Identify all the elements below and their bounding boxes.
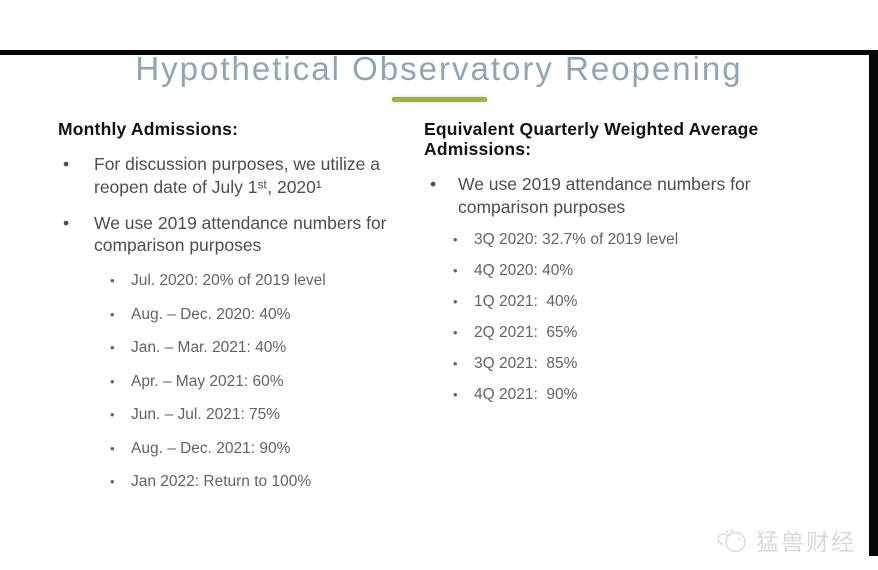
slide-title: Hypothetical Observatory Reopening	[135, 50, 743, 87]
bullet-item: For discussion purposes, we utilize a re…	[58, 153, 424, 198]
left-sub-bullet-list: Jul. 2020: 20% of 2019 level Aug. – Dec.…	[110, 272, 424, 491]
sub-bullet-item: Jul. 2020: 20% of 2019 level	[110, 272, 424, 290]
left-column: Monthly Admissions: For discussion purpo…	[58, 119, 424, 491]
sub-bullet-item: 4Q 2021: 90%	[453, 386, 858, 404]
sub-bullet-item: Jan. – Mar. 2021: 40%	[110, 339, 424, 357]
left-bullet-list: For discussion purposes, we utilize a re…	[58, 153, 424, 257]
title-underline	[391, 97, 487, 102]
right-column: Equivalent Quarterly Weighted Average Ad…	[424, 119, 858, 491]
beast-face-icon	[717, 529, 746, 553]
sub-bullet-item: Jun. – Jul. 2021: 75%	[110, 406, 424, 424]
right-bullet-list: We use 2019 attendance numbers for compa…	[424, 173, 858, 218]
sub-bullet-item: 3Q 2021: 85%	[453, 355, 858, 373]
bullet-item: We use 2019 attendance numbers for compa…	[58, 212, 424, 257]
slide-body: Monthly Admissions: For discussion purpo…	[0, 102, 878, 491]
right-column-heading: Equivalent Quarterly Weighted Average Ad…	[424, 119, 759, 160]
right-border	[869, 50, 878, 556]
bullet-item: We use 2019 attendance numbers for compa…	[424, 173, 858, 218]
top-border	[0, 50, 878, 55]
left-column-heading: Monthly Admissions:	[58, 119, 239, 139]
sub-bullet-item: Jan 2022: Return to 100%	[110, 473, 424, 491]
bullet-text: We use 2019 attendance numbers for compa…	[458, 174, 751, 217]
sub-bullet-item: Aug. – Dec. 2021: 90%	[110, 440, 424, 458]
sub-bullet-item: Aug. – Dec. 2020: 40%	[110, 306, 424, 324]
sub-bullet-item: 3Q 2020: 32.7% of 2019 level	[453, 231, 858, 249]
sub-bullet-item: 2Q 2021: 65%	[453, 324, 858, 342]
right-sub-bullet-list: 3Q 2020: 32.7% of 2019 level 4Q 2020: 40…	[453, 231, 858, 404]
watermark: 猛兽财经	[714, 523, 856, 557]
watermark-text: 猛兽财经	[756, 529, 856, 555]
sub-bullet-item: 1Q 2021: 40%	[453, 293, 858, 311]
sub-bullet-item: Apr. – May 2021: 60%	[110, 373, 424, 391]
sub-bullet-item: 4Q 2020: 40%	[453, 262, 858, 280]
